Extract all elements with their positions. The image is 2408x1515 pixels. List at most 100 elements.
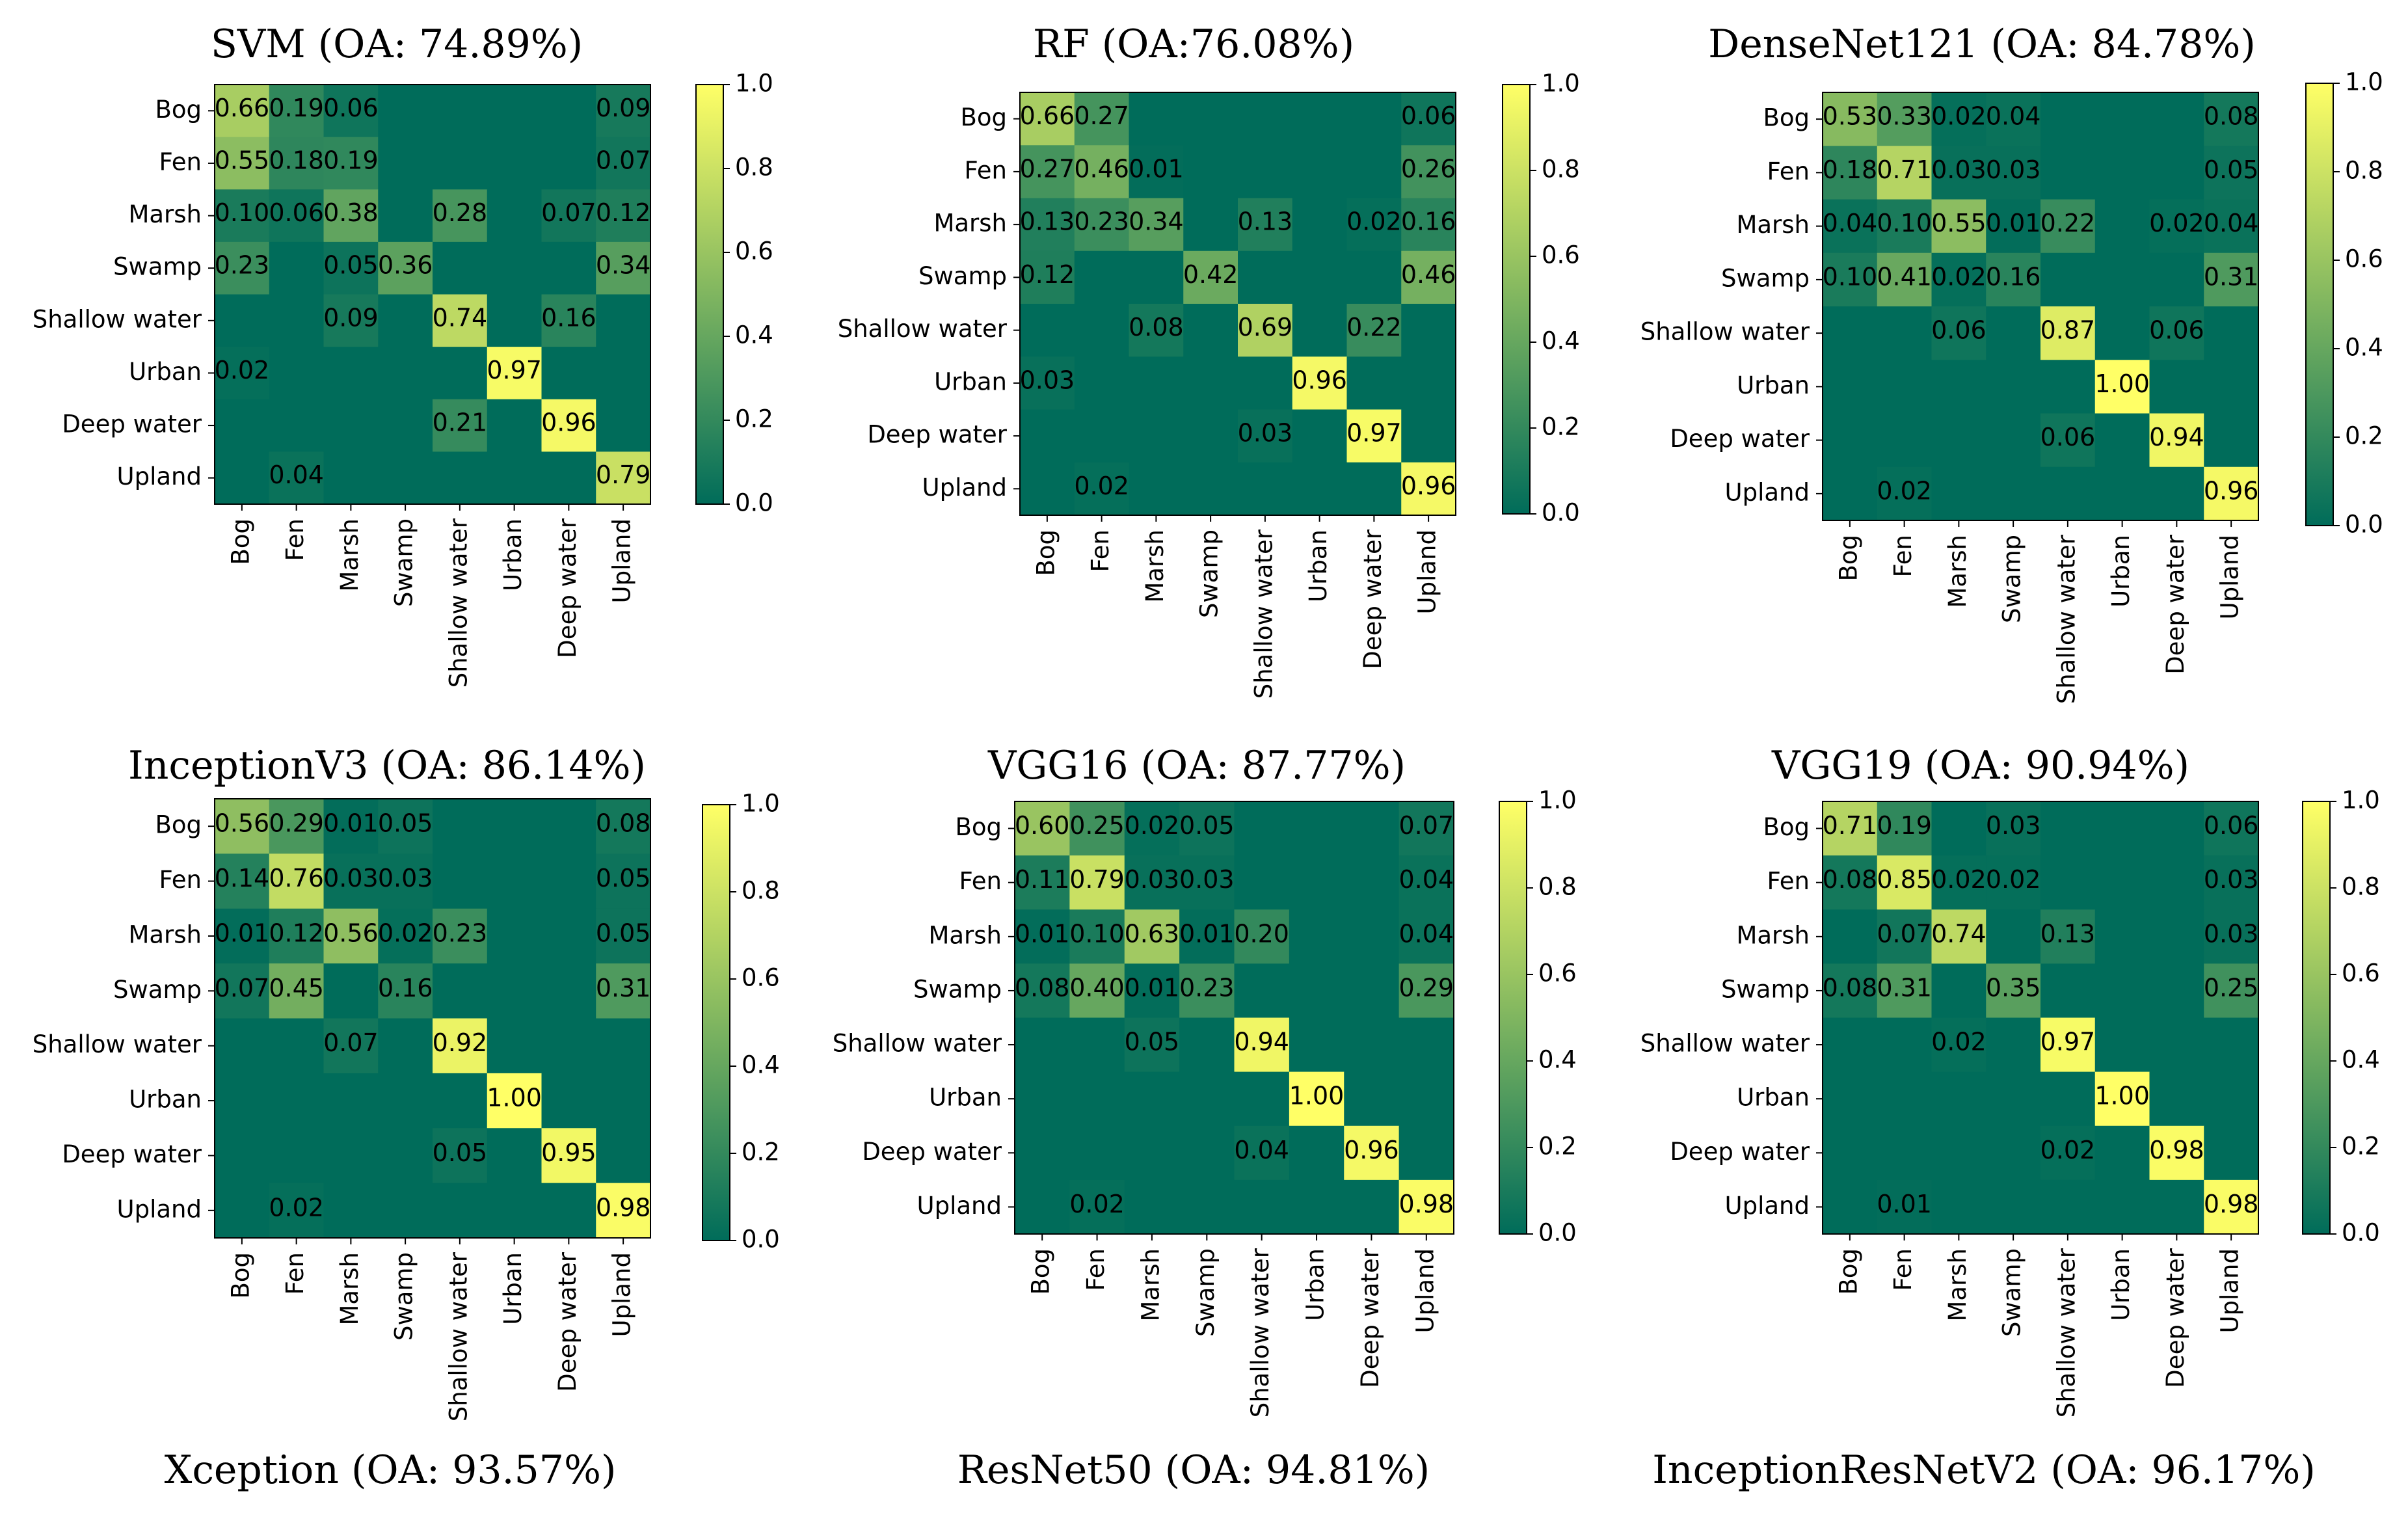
x-tick-label: Upland xyxy=(1411,1248,1439,1333)
cell-value-label: 0.10 xyxy=(215,198,270,227)
x-tick-label: Upland xyxy=(1413,530,1441,614)
heatmap-cell xyxy=(2149,1125,2204,1181)
colorbar-tick-label: 0.8 xyxy=(1538,873,1577,901)
colorbar xyxy=(1499,801,1527,1235)
heatmap-cell xyxy=(1398,963,1454,1018)
heatmap-cell xyxy=(1986,1179,2041,1235)
heatmap-cell xyxy=(1124,1179,1180,1235)
heatmap-cell xyxy=(1401,356,1456,410)
heatmap-cell xyxy=(487,1073,542,1129)
cell-value-label: 0.96 xyxy=(1344,1136,1399,1164)
heatmap-cell xyxy=(2149,1071,2204,1127)
heatmap-cell xyxy=(1344,1179,1400,1235)
x-tick-label: Deep water xyxy=(1356,1248,1384,1388)
cell-value-label: 1.00 xyxy=(2094,1082,2150,1110)
heatmap-cell xyxy=(1124,801,1180,856)
heatmap-cell xyxy=(269,189,324,243)
cell-value-label: 0.46 xyxy=(1074,154,1129,183)
heatmap-cell xyxy=(323,963,379,1019)
cell-value-label: 0.08 xyxy=(596,809,651,838)
plot-frame xyxy=(214,798,651,1239)
heatmap-cell xyxy=(596,1128,651,1184)
cell-value-label: 0.10 xyxy=(1069,919,1125,948)
heatmap-cell xyxy=(269,294,324,347)
cell-value-label: 0.71 xyxy=(1823,811,1878,840)
heatmap-cell xyxy=(1129,304,1184,357)
x-tick-label: Shallow water xyxy=(444,518,472,688)
heatmap-cell xyxy=(1069,1017,1125,1073)
heatmap-cell xyxy=(1401,409,1456,463)
cell-value-label: 0.07 xyxy=(1877,919,1932,948)
heatmap-cell xyxy=(1234,1017,1290,1073)
heatmap-cell xyxy=(323,1073,379,1129)
cell-value-label: 0.46 xyxy=(1401,260,1456,289)
heatmap-cell xyxy=(323,451,379,505)
colorbar-tick-label: 0.4 xyxy=(742,1051,780,1079)
cell-value-label: 0.31 xyxy=(596,974,651,1002)
panel-title: InceptionV3 (OA: 86.14%) xyxy=(128,743,646,788)
heatmap-cell xyxy=(1015,801,1070,856)
cell-value-label: 0.02 xyxy=(269,1193,324,1222)
y-tick-label: Shallow water xyxy=(838,315,1008,343)
heatmap-cell xyxy=(1234,855,1290,910)
cell-value-label: 0.08 xyxy=(1129,313,1184,342)
heatmap-cell xyxy=(1877,146,1932,200)
heatmap-cell xyxy=(1346,462,1402,516)
y-tick-label: Bog xyxy=(1763,813,1810,841)
cell-value-label: 0.98 xyxy=(1399,1190,1454,1218)
cell-value-label: 0.74 xyxy=(1931,919,1987,948)
colorbar-tick-label: 0.8 xyxy=(1542,155,1580,183)
y-tick-label: Bog xyxy=(960,103,1007,131)
heatmap-cell xyxy=(2204,146,2259,200)
colorbar-tick-label: 0.2 xyxy=(1538,1133,1577,1160)
heatmap-cell xyxy=(541,853,596,909)
heatmap-cell xyxy=(433,189,488,243)
cell-value-label: 1.00 xyxy=(2094,369,2150,398)
heatmap-cell xyxy=(1398,855,1454,910)
heatmap-cell xyxy=(269,451,324,505)
heatmap-cell xyxy=(2149,306,2204,360)
heatmap-cell xyxy=(1823,413,1878,468)
cell-value-label: 0.63 xyxy=(1125,919,1180,948)
cell-value-label: 0.22 xyxy=(2040,209,2096,237)
heatmap-cell xyxy=(1398,1179,1454,1235)
heatmap-cell xyxy=(1183,250,1238,304)
cell-value-label: 0.06 xyxy=(269,198,324,227)
cell-value-label: 0.22 xyxy=(1346,313,1402,342)
heatmap-cell xyxy=(269,85,324,138)
cell-value-label: 0.01 xyxy=(1986,209,2041,237)
colorbar-tick-label: 0.4 xyxy=(2345,334,2383,362)
heatmap-cell xyxy=(2204,909,2259,964)
y-tick-label: Marsh xyxy=(128,920,202,948)
colorbar-tick-label: 1.0 xyxy=(735,70,773,98)
colorbar-tick-label: 0.2 xyxy=(735,405,773,433)
cell-value-label: 0.23 xyxy=(433,918,488,947)
colorbar xyxy=(695,84,724,505)
heatmap-cell xyxy=(2094,360,2150,414)
cell-value-label: 0.05 xyxy=(378,809,433,838)
cell-value-label: 0.12 xyxy=(269,918,324,947)
cell-value-label: 0.29 xyxy=(1399,973,1454,1002)
cell-value-label: 0.19 xyxy=(1877,811,1932,840)
heatmap-cell xyxy=(1183,356,1238,410)
cell-value-label: 0.14 xyxy=(215,864,270,892)
heatmap-cell xyxy=(1238,304,1293,357)
cell-value-label: 0.18 xyxy=(1823,155,1878,184)
heatmap-cell xyxy=(487,137,542,190)
y-tick-label: Shallow water xyxy=(833,1030,1002,1058)
cell-value-label: 0.74 xyxy=(433,303,488,332)
cell-value-label: 0.06 xyxy=(2149,316,2204,345)
plot-frame xyxy=(1822,92,2259,521)
heatmap-cell xyxy=(378,1183,433,1239)
panel-title: SVM (OA: 74.89%) xyxy=(211,21,583,67)
heatmap-cell xyxy=(1346,145,1402,198)
cell-value-label: 0.08 xyxy=(1823,865,1878,894)
heatmap-cell xyxy=(487,853,542,909)
heatmap-cell xyxy=(1877,199,1932,254)
heatmap-cell xyxy=(1074,462,1129,516)
cell-value-label: 0.05 xyxy=(323,251,379,280)
heatmap-cell xyxy=(269,799,324,854)
bottom-caption: ResNet50 (OA: 94.81%) xyxy=(957,1447,1430,1493)
heatmap-cell xyxy=(1398,1017,1454,1073)
